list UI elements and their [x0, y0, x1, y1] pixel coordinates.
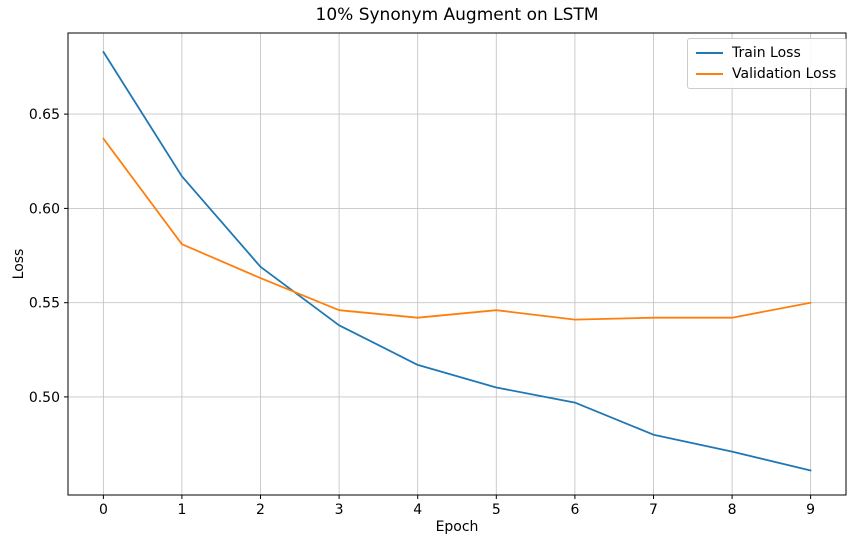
- y-tick-label: 0.55: [29, 296, 60, 312]
- plot-border: [67, 32, 847, 496]
- x-tick-label: 4: [413, 502, 422, 518]
- x-tick-label: 2: [256, 502, 265, 518]
- x-axis-label: Epoch: [435, 519, 479, 535]
- chart-title: 10% Synonym Augment on LSTM: [315, 5, 599, 25]
- y-tick-label: 0.60: [29, 201, 60, 217]
- train-loss-line: [102, 51, 812, 472]
- x-tick-label: 8: [728, 502, 737, 518]
- y-axis-label: Loss: [11, 248, 27, 280]
- x-tick-label: 7: [649, 502, 658, 518]
- y-tick-label: 0.50: [29, 390, 60, 406]
- x-tick-label: 6: [570, 502, 579, 518]
- y-tick-label: 0.65: [29, 107, 60, 123]
- legend-entry: Validation Loss: [696, 66, 836, 82]
- x-tick-label: 9: [806, 502, 815, 518]
- legend-line-swatch: [696, 73, 723, 75]
- legend-entry: Train Loss: [696, 45, 836, 61]
- legend-line-swatch: [696, 52, 723, 54]
- legend-label: Train Loss: [732, 45, 801, 61]
- x-tick-label: 3: [335, 502, 344, 518]
- validation-loss-line: [102, 137, 812, 321]
- x-tick-label: 0: [99, 502, 108, 518]
- x-tick-label: 5: [492, 502, 501, 518]
- legend: Train Loss Validation Loss: [687, 38, 848, 89]
- x-tick-label: 1: [177, 502, 186, 518]
- legend-label: Validation Loss: [732, 66, 837, 82]
